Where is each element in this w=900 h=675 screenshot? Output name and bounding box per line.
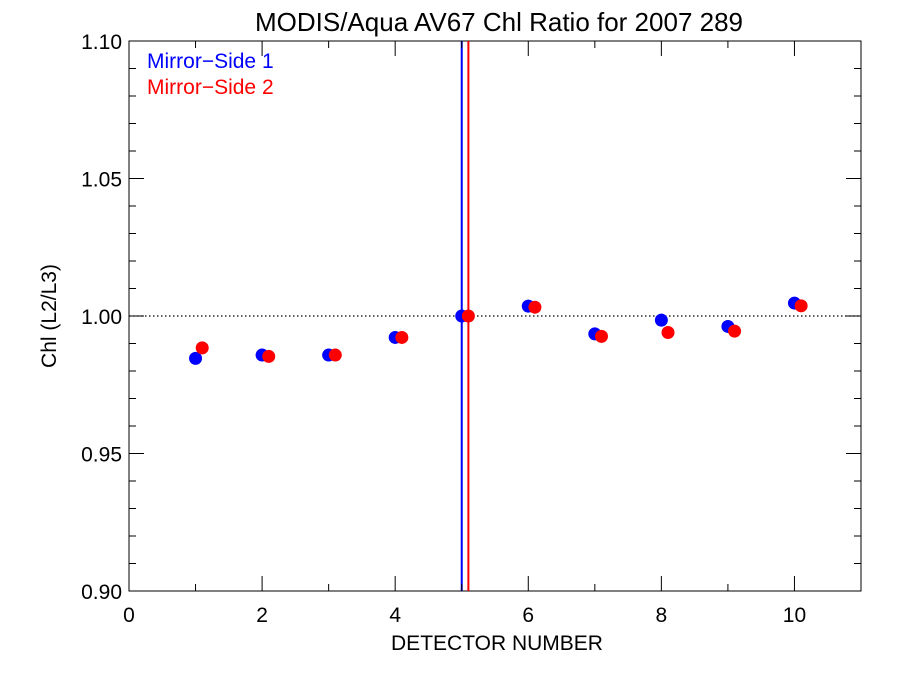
y-tick-label: 1.00 [81, 306, 122, 329]
data-point-series-2 [395, 330, 409, 344]
data-point-series-2 [262, 349, 276, 363]
x-tick-label: 6 [522, 604, 534, 627]
legend-entry-1: Mirror−Side 1 [147, 50, 274, 73]
legend-entry-2: Mirror−Side 2 [147, 76, 274, 99]
data-point-series-2 [195, 341, 209, 355]
y-tick-label: 1.05 [81, 169, 122, 192]
x-tick-label: 10 [783, 604, 806, 627]
data-point-series-2 [661, 326, 675, 339]
legend: Mirror−Side 1 Mirror−Side 2 [147, 50, 274, 99]
y-axis-label: Chl (L2/L3) [38, 264, 61, 368]
data-point-series-2 [794, 299, 808, 313]
y-tick-label: 0.90 [81, 581, 122, 604]
chart-title: MODIS/Aqua AV67 Chl Ratio for 2007 289 [255, 7, 743, 37]
x-tick-label: 8 [656, 604, 668, 627]
x-tick-label: 0 [123, 604, 135, 627]
data-point-series-2 [594, 329, 608, 343]
x-tick-label: 4 [389, 604, 401, 627]
data-point-series-1 [189, 351, 203, 365]
data-point-series-2 [328, 348, 342, 362]
data-point-series-2 [528, 300, 542, 314]
x-axis-label: DETECTOR NUMBER [391, 632, 603, 655]
data-point-series-1 [654, 313, 668, 327]
x-tick-label: 2 [256, 604, 268, 627]
y-tick-label: 1.10 [81, 31, 122, 54]
plot-frame [128, 40, 862, 592]
data-point-series-2 [728, 324, 742, 338]
y-tick-label: 0.95 [81, 444, 122, 467]
data-point-series-2 [461, 309, 475, 323]
